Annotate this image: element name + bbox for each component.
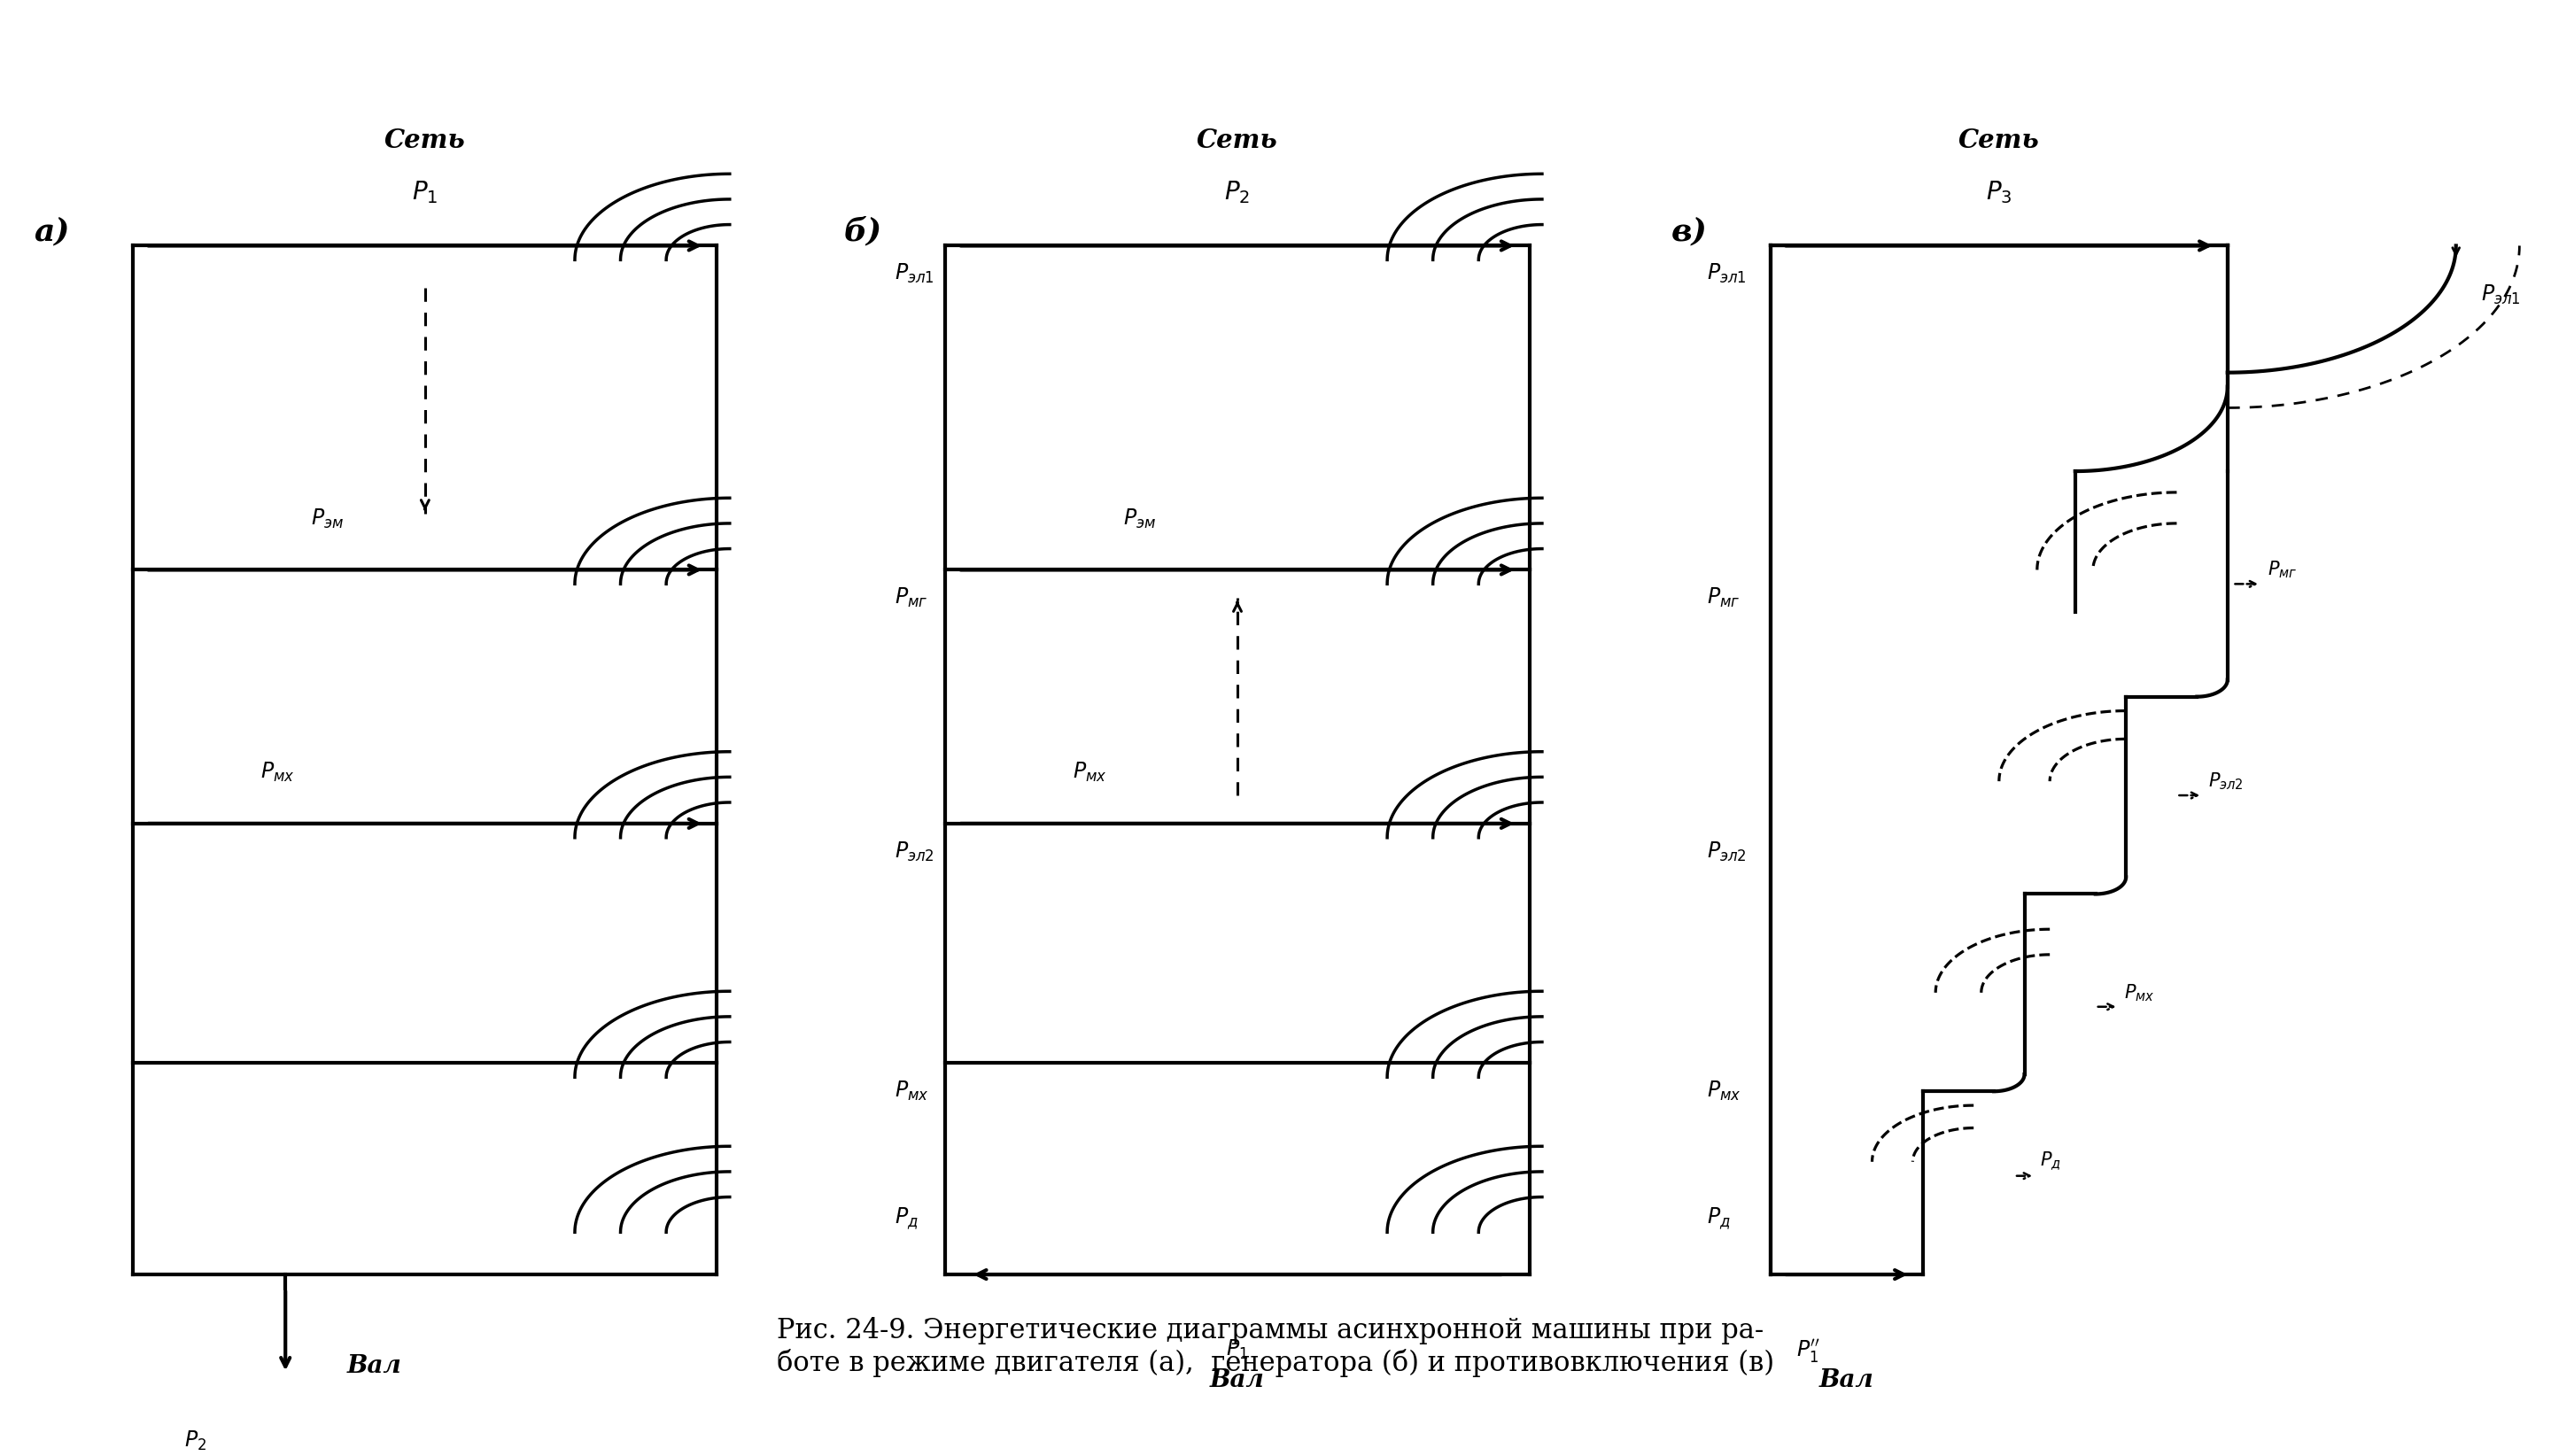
Text: $P_3$: $P_3$: [1985, 179, 2013, 205]
Text: $P_{мх}$: $P_{мх}$: [1707, 1080, 1742, 1102]
Text: $P_{мг}$: $P_{мг}$: [895, 587, 929, 610]
Text: Сеть: Сеть: [385, 127, 467, 153]
Text: а): а): [33, 217, 69, 246]
Text: $P_{мх}$: $P_{мх}$: [895, 1080, 929, 1102]
Text: $P_2$: $P_2$: [1224, 179, 1250, 205]
Text: $P_1$: $P_1$: [1227, 1338, 1247, 1361]
Text: в): в): [1671, 217, 1707, 246]
Text: $P_{эл2}$: $P_{эл2}$: [2209, 770, 2245, 792]
Text: $P_{эл1}$: $P_{эл1}$: [2482, 284, 2520, 307]
Text: $P_{мг}$: $P_{мг}$: [1707, 587, 1740, 610]
Text: $P_{мг}$: $P_{мг}$: [2268, 559, 2296, 581]
Text: $P_{мх}$: $P_{мх}$: [260, 761, 293, 785]
Text: $P_{эл2}$: $P_{эл2}$: [895, 840, 934, 863]
Text: $P_{эл1}$: $P_{эл1}$: [895, 262, 934, 285]
Text: $P_{эм}$: $P_{эм}$: [311, 507, 344, 530]
Text: Сеть: Сеть: [1196, 127, 1278, 153]
Text: $P_{мх}$: $P_{мх}$: [1071, 761, 1107, 785]
Text: $P_д$: $P_д$: [895, 1206, 918, 1230]
Text: $P_1$: $P_1$: [413, 179, 439, 205]
Text: $P_д$: $P_д$: [2041, 1150, 2061, 1174]
Text: $P_{эм}$: $P_{эм}$: [1122, 507, 1156, 530]
Text: Вал: Вал: [347, 1354, 401, 1377]
Text: $P_{эл1}$: $P_{эл1}$: [1707, 262, 1747, 285]
Text: Вал: Вал: [1819, 1369, 1875, 1392]
Text: Вал: Вал: [1209, 1369, 1265, 1392]
Text: б): б): [844, 217, 883, 246]
Text: $P_2$: $P_2$: [184, 1430, 207, 1453]
Text: Рис. 24-9. Энергетические диаграммы асинхронной машины при ра-
боте в режиме дви: Рис. 24-9. Энергетические диаграммы асин…: [776, 1316, 1775, 1377]
Text: Сеть: Сеть: [1959, 127, 2041, 153]
Text: $P_д$: $P_д$: [1707, 1206, 1730, 1230]
Text: $P_{эл2}$: $P_{эл2}$: [1707, 840, 1747, 863]
Text: $P_1''$: $P_1''$: [1796, 1338, 1819, 1366]
Text: $P_{мх}$: $P_{мх}$: [2125, 983, 2156, 1003]
